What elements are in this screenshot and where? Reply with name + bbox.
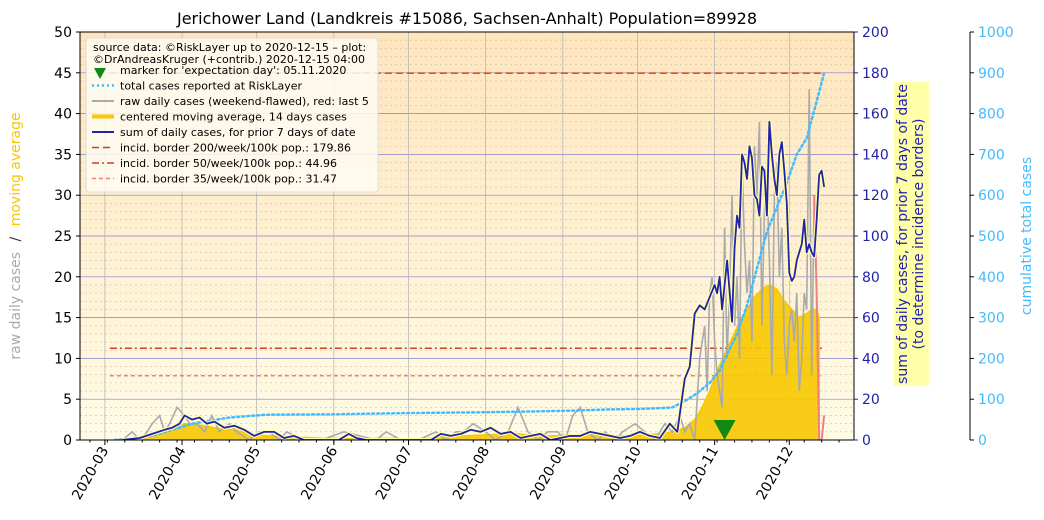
- x-tick-label: 2020-12: [754, 444, 797, 503]
- legend-entry-label: marker for 'expectation day': 05.11.2020: [120, 64, 346, 77]
- left-tick-label: 45: [54, 66, 72, 82]
- legend-entry: incid. border 200/week/100k pop.: 179.86: [92, 142, 351, 155]
- right1-tick-label: 100: [862, 229, 889, 245]
- right2-tick-label: 800: [978, 107, 1005, 123]
- right1-tick-label: 20: [862, 392, 880, 408]
- sum7-line: [122, 120, 826, 440]
- cumulative-series: [113, 71, 826, 440]
- right1-tick-label: 40: [862, 351, 880, 367]
- left-tick-label: 5: [63, 392, 72, 408]
- x-tick-label: 2020-04: [146, 444, 189, 503]
- legend-entry: marker for 'expectation day': 05.11.2020: [94, 64, 346, 79]
- legend-entries: marker for 'expectation day': 05.11.2020…: [92, 64, 369, 186]
- left-tick-label: 50: [54, 25, 72, 41]
- left-tick-label: 30: [54, 188, 72, 204]
- x-tick-label: 2020-10: [602, 444, 645, 503]
- x-tick-label: 2020-09: [527, 444, 570, 503]
- left-axis-label-ma: moving average: [8, 112, 24, 226]
- legend-box: [85, 37, 379, 193]
- left-tick-label: 35: [54, 147, 72, 163]
- right2-tick-label: 400: [978, 270, 1005, 286]
- right2-tick-label: 700: [978, 147, 1005, 163]
- right1-tick-label: 0: [862, 433, 871, 449]
- right2-tick-label: 500: [978, 229, 1005, 245]
- x-tick-label: 2020-03: [69, 444, 112, 503]
- legend-entry: centered moving average, 14 days cases: [92, 111, 347, 124]
- legend-entry-label: total cases reported at RiskLayer: [120, 80, 303, 93]
- legend-entry: incid. border 35/week/100k pop.: 31.47: [92, 173, 337, 186]
- expectation-marker-layer: [713, 420, 736, 440]
- right1-tick-label: 80: [862, 270, 880, 286]
- left-axis-label-raw: raw daily cases: [8, 252, 24, 360]
- legend-entry-label: sum of daily cases, for prior 7 days of …: [120, 126, 356, 139]
- legend-handle-marker: [94, 68, 106, 79]
- legend-entry-label: centered moving average, 14 days cases: [120, 111, 347, 124]
- legend-entry-label: incid. border 200/week/100k pop.: 179.86: [120, 142, 351, 155]
- right1-label-box: [894, 82, 929, 386]
- right2-tick-label: 100: [978, 392, 1005, 408]
- raw-daily-last5-line: [813, 195, 826, 440]
- right1-label-line1: sum of daily cases, for prior 7 days of …: [895, 84, 911, 384]
- left-tick-label: 20: [54, 270, 72, 286]
- x-tick-label: 2020-06: [298, 444, 341, 503]
- right2-tick-label: 900: [978, 66, 1005, 82]
- cumulative-line: [113, 71, 826, 440]
- right1-tick-label: 140: [862, 147, 889, 163]
- right2-tick-label: 0: [978, 433, 987, 449]
- legend-entry-label: incid. border 35/week/100k pop.: 31.47: [120, 173, 337, 186]
- right1-tick-label: 200: [862, 25, 889, 41]
- right1-tick-label: 60: [862, 311, 880, 327]
- right2-tick-label: 1000: [978, 25, 1014, 41]
- right2-tick-label: 300: [978, 311, 1005, 327]
- chart-title: Jerichower Land (Landkreis #15086, Sachs…: [176, 9, 757, 28]
- legend-entry: raw daily cases (weekend-flawed), red: l…: [92, 95, 369, 108]
- left-tick-label: 0: [63, 433, 72, 449]
- right1-tick-label: 120: [862, 188, 889, 204]
- x-tick-label: 2020-05: [221, 444, 264, 503]
- legend-entry-label: incid. border 50/week/100k pop.: 44.96: [120, 157, 337, 170]
- legend-source-line1: source data: ©RiskLayer up to 2020-12-15…: [93, 41, 366, 54]
- right2-tick-label: 200: [978, 351, 1005, 367]
- sum7-series: [122, 119, 827, 440]
- left-tick-label: 10: [54, 351, 72, 367]
- left-axis-label-sep: /: [8, 236, 24, 241]
- right2-tick-label: 600: [978, 188, 1005, 204]
- right1-label-line2: (to determine incidence borders): [911, 119, 927, 350]
- left-tick-label: 15: [54, 311, 72, 327]
- x-tick-label: 2020-08: [450, 444, 493, 503]
- expectation-marker: [713, 420, 736, 440]
- x-tick-label: 2020-11: [679, 444, 722, 503]
- right1-tick-label: 160: [862, 107, 889, 123]
- right1-tick-label: 180: [862, 66, 889, 82]
- legend: source data: ©RiskLayer up to 2020-12-15…: [85, 37, 379, 193]
- left-axis-label: raw daily cases / moving average: [8, 112, 24, 359]
- legend-entry: total cases reported at RiskLayer: [92, 80, 303, 93]
- right2-axis-label: cumulative total cases: [1019, 157, 1035, 315]
- left-tick-label: 25: [54, 229, 72, 245]
- legend-entry: sum of daily cases, for prior 7 days of …: [92, 126, 356, 139]
- x-tick-label: 2020-07: [373, 444, 416, 503]
- legend-source-line2: ©DrAndreasKruger (+contrib.) 2020-12-15 …: [93, 53, 365, 66]
- left-tick-label: 40: [54, 107, 72, 123]
- legend-entry-label: raw daily cases (weekend-flawed), red: l…: [120, 95, 369, 108]
- legend-entry: incid. border 50/week/100k pop.: 44.96: [92, 157, 337, 170]
